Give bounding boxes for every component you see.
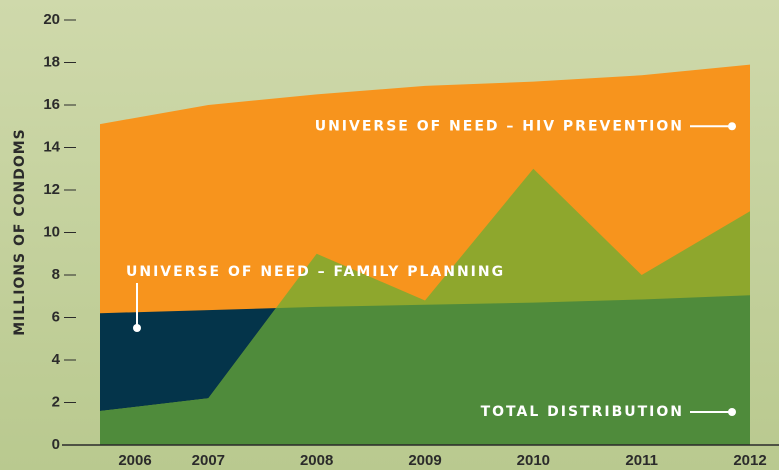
x-tick-label: 2012 (733, 452, 766, 469)
y-tick-label: 12 (43, 181, 60, 198)
y-tick-label: 0 (52, 436, 60, 453)
x-tick-label: 2009 (408, 452, 441, 469)
leader-dot (728, 122, 736, 131)
y-tick-label: 6 (52, 308, 60, 325)
x-tick-label: 2008 (300, 452, 333, 469)
y-tick-label: 4 (52, 351, 61, 368)
series-label: UNIVERSE OF NEED – HIV PREVENTION (315, 118, 684, 134)
x-tick-label: 2010 (517, 452, 550, 469)
overlap-area (100, 295, 750, 445)
x-tick-label: 2011 (625, 452, 658, 469)
x-tick-label: 2006 (118, 452, 151, 469)
y-tick-label: 14 (43, 138, 60, 155)
series-label: UNIVERSE OF NEED – FAMILY PLANNING (126, 264, 505, 280)
series-label: TOTAL DISTRIBUTION (481, 404, 684, 420)
x-tick-label: 2007 (192, 452, 225, 469)
y-tick-label: 10 (43, 223, 60, 240)
y-tick-label: 8 (52, 266, 60, 283)
y-tick-label: 16 (43, 96, 60, 113)
annotations: UNIVERSE OF NEED – HIV PREVENTION UNIVERS… (126, 118, 736, 420)
y-axis-label: MILLIONS OF CONDOMS (12, 128, 28, 336)
y-tick-label: 20 (43, 11, 60, 28)
leader-dot (133, 324, 141, 332)
y-tick-label: 18 (43, 53, 60, 70)
y-tick-label: 2 (52, 393, 60, 410)
leader-dot (728, 408, 736, 416)
